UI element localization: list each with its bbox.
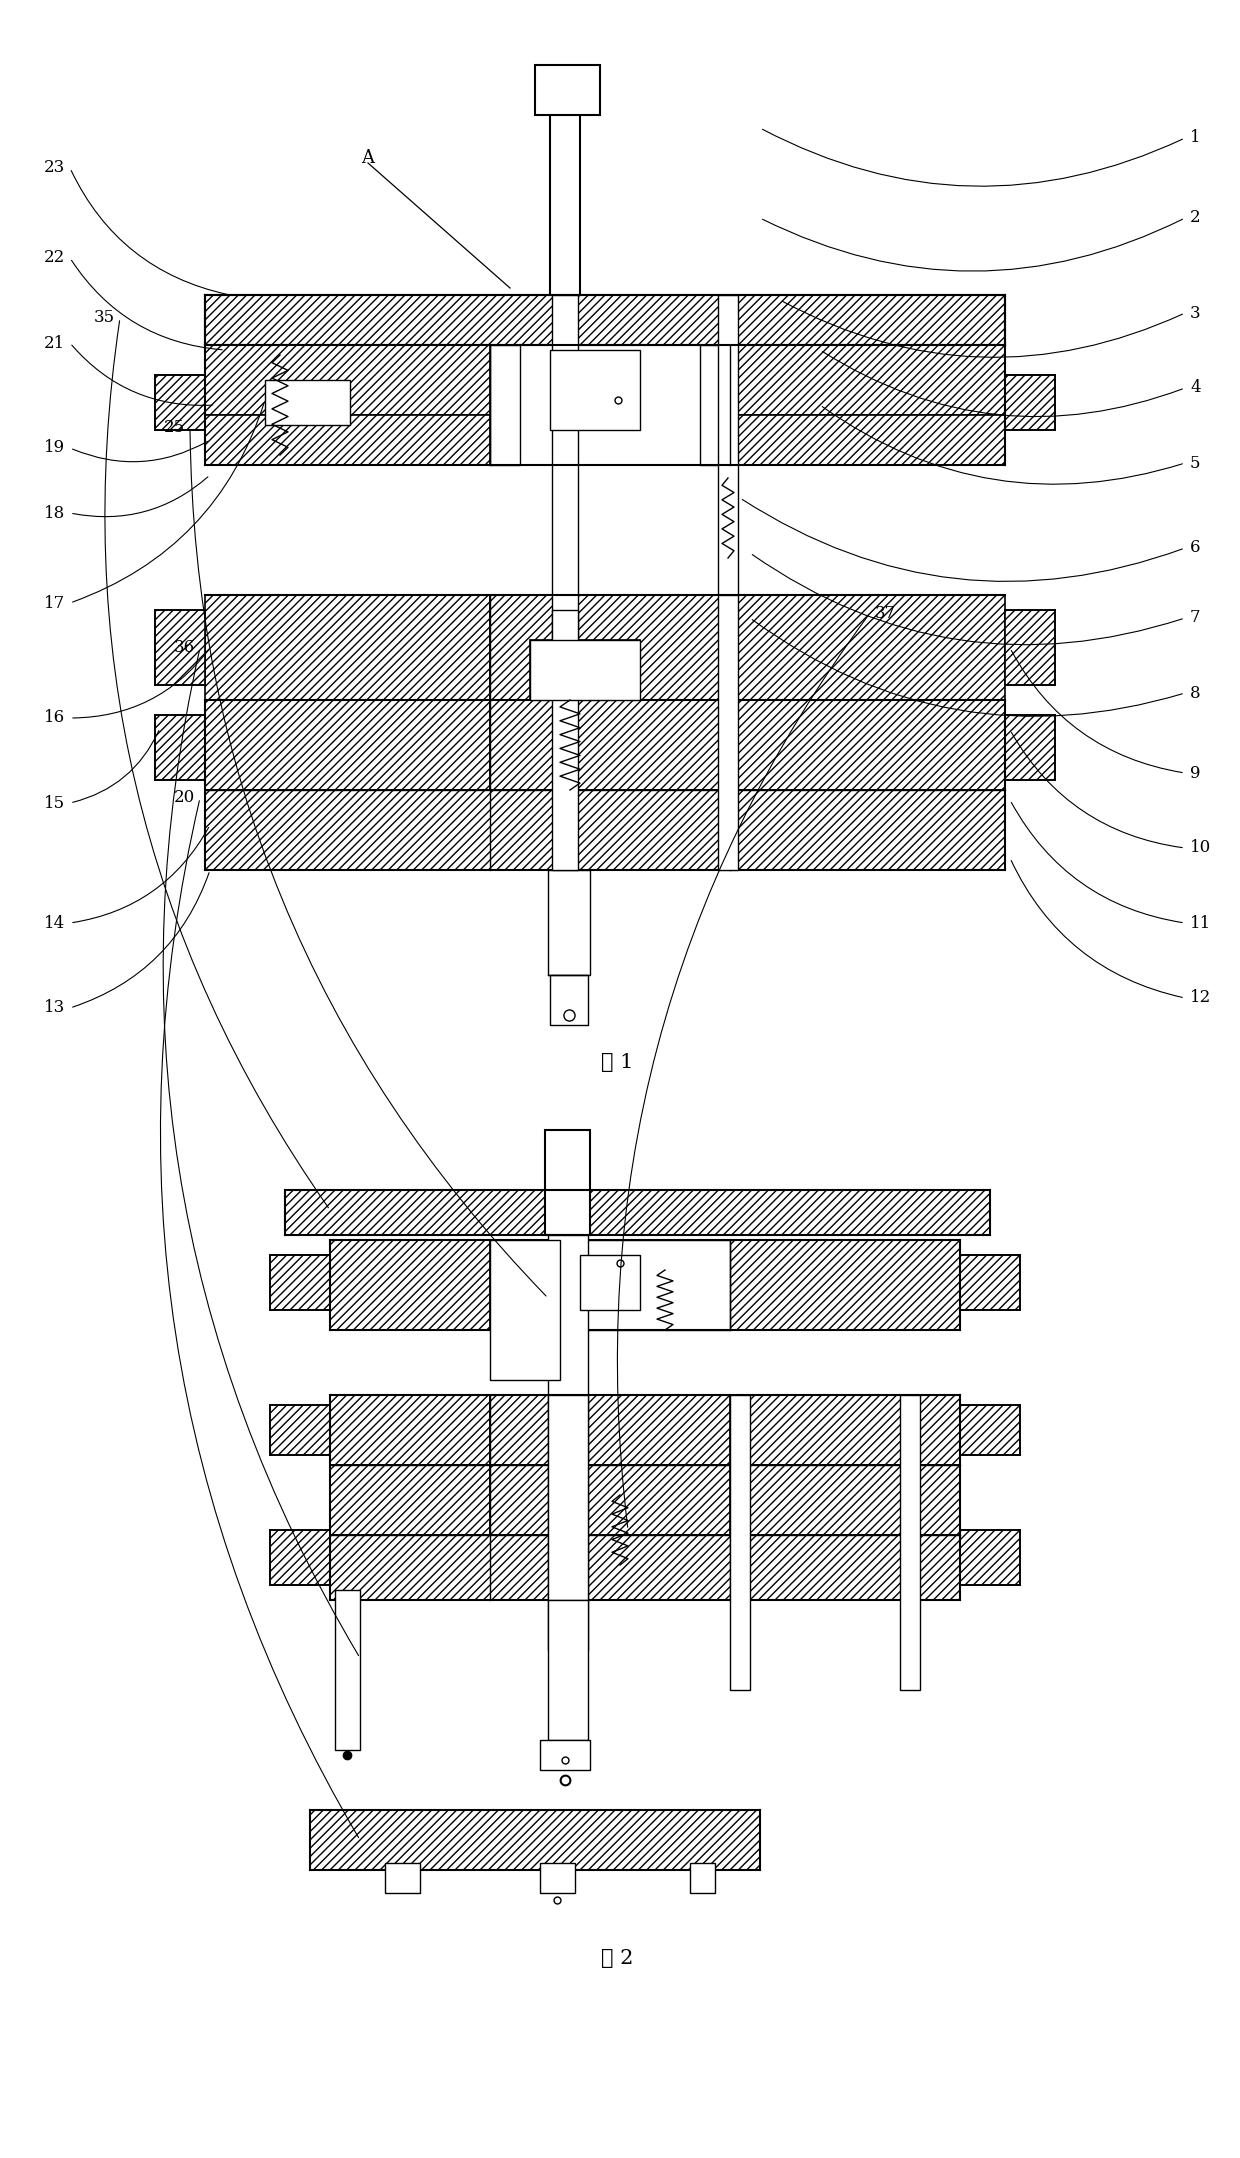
Bar bbox=[701, 345, 730, 464]
Bar bbox=[285, 1189, 990, 1234]
Bar bbox=[730, 1394, 750, 1690]
Text: A: A bbox=[362, 149, 374, 166]
Bar bbox=[1004, 611, 1055, 684]
Bar bbox=[384, 1862, 420, 1893]
Text: 5: 5 bbox=[1190, 455, 1200, 470]
Text: 14: 14 bbox=[43, 915, 64, 932]
Text: 图 2: 图 2 bbox=[601, 1949, 634, 1968]
Bar bbox=[490, 1394, 730, 1465]
Bar bbox=[552, 611, 578, 870]
Bar bbox=[155, 611, 205, 684]
Text: 19: 19 bbox=[43, 440, 64, 457]
Bar bbox=[330, 1534, 960, 1599]
Bar bbox=[490, 699, 730, 790]
Text: 13: 13 bbox=[43, 999, 64, 1016]
Bar bbox=[960, 1530, 1021, 1584]
Bar bbox=[730, 345, 1004, 414]
Text: 18: 18 bbox=[43, 505, 64, 522]
Bar bbox=[490, 345, 520, 464]
Bar bbox=[552, 296, 578, 699]
Bar bbox=[490, 1241, 560, 1379]
Bar bbox=[270, 1256, 330, 1310]
Bar bbox=[534, 65, 600, 114]
Text: 8: 8 bbox=[1190, 684, 1200, 701]
Bar bbox=[730, 1465, 960, 1534]
Bar bbox=[718, 596, 738, 870]
Bar bbox=[270, 1405, 330, 1454]
Bar bbox=[205, 296, 1004, 345]
Bar bbox=[551, 350, 640, 429]
Bar bbox=[490, 1465, 730, 1534]
Bar bbox=[265, 380, 350, 425]
Text: 37: 37 bbox=[875, 604, 897, 622]
Bar bbox=[490, 1241, 730, 1329]
Bar bbox=[580, 1256, 640, 1310]
Bar bbox=[718, 296, 738, 596]
Bar bbox=[490, 596, 730, 699]
Bar bbox=[1004, 375, 1055, 429]
Bar bbox=[548, 870, 590, 975]
Bar bbox=[330, 1394, 490, 1465]
Bar bbox=[551, 69, 580, 296]
Bar bbox=[330, 1465, 490, 1534]
Bar bbox=[730, 596, 1004, 699]
Text: 22: 22 bbox=[43, 250, 64, 265]
Text: 36: 36 bbox=[174, 639, 195, 656]
Bar bbox=[548, 1234, 588, 1651]
Bar bbox=[960, 1405, 1021, 1454]
Text: 25: 25 bbox=[164, 419, 185, 436]
Text: 23: 23 bbox=[43, 160, 64, 177]
Text: 6: 6 bbox=[1190, 540, 1200, 557]
Bar bbox=[205, 345, 490, 414]
Bar bbox=[539, 1862, 575, 1893]
Bar bbox=[205, 414, 490, 464]
Text: 17: 17 bbox=[43, 593, 64, 611]
Bar bbox=[205, 790, 1004, 870]
Bar bbox=[548, 1394, 588, 1599]
Bar bbox=[730, 1241, 960, 1329]
Bar bbox=[330, 1241, 490, 1329]
Text: 15: 15 bbox=[43, 794, 64, 811]
Text: 1: 1 bbox=[1190, 129, 1200, 147]
Bar bbox=[900, 1394, 920, 1690]
Text: 21: 21 bbox=[43, 334, 64, 352]
Text: 图 1: 图 1 bbox=[600, 1053, 634, 1073]
Bar bbox=[529, 641, 640, 699]
Text: 10: 10 bbox=[1190, 839, 1211, 857]
Text: 11: 11 bbox=[1190, 915, 1211, 932]
Text: 35: 35 bbox=[94, 309, 115, 326]
Bar bbox=[689, 1862, 715, 1893]
Bar bbox=[730, 699, 1004, 790]
Bar bbox=[335, 1590, 360, 1750]
Text: 16: 16 bbox=[43, 710, 64, 727]
Bar bbox=[155, 375, 205, 429]
Text: 7: 7 bbox=[1190, 609, 1200, 626]
Text: 4: 4 bbox=[1190, 380, 1200, 397]
Text: 20: 20 bbox=[174, 790, 195, 807]
Bar bbox=[1004, 714, 1055, 779]
Bar bbox=[730, 414, 1004, 464]
Bar bbox=[730, 1394, 960, 1465]
Text: 3: 3 bbox=[1190, 304, 1200, 322]
Text: 9: 9 bbox=[1190, 764, 1200, 781]
Bar bbox=[205, 699, 490, 790]
Bar bbox=[551, 975, 588, 1025]
Text: 2: 2 bbox=[1190, 209, 1200, 227]
Bar bbox=[155, 714, 205, 779]
Bar bbox=[539, 1739, 590, 1770]
Bar bbox=[960, 1256, 1021, 1310]
Text: 12: 12 bbox=[1190, 991, 1211, 1006]
Bar bbox=[546, 1131, 590, 1234]
Bar bbox=[270, 1530, 330, 1584]
Bar bbox=[310, 1811, 760, 1871]
Bar bbox=[548, 1599, 588, 1739]
Bar bbox=[529, 641, 640, 699]
Bar bbox=[205, 596, 490, 699]
